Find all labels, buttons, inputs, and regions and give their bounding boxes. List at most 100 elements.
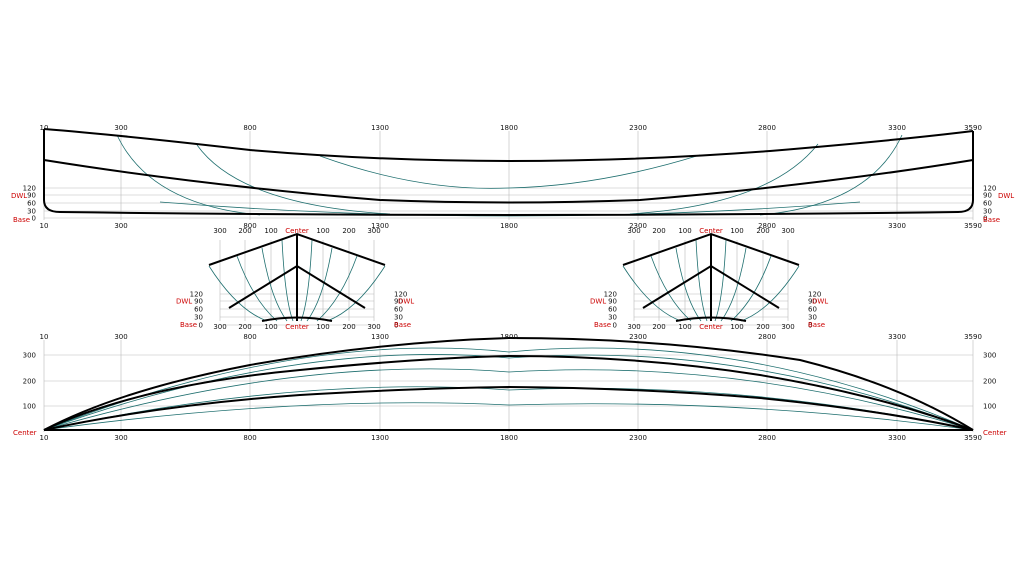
- body-plan-right-top-offset-label: 100: [678, 227, 691, 235]
- plan-bottom-x-label: 1300: [371, 434, 389, 442]
- body-plan-right-right-level-label: 90: [808, 298, 817, 306]
- profile-bottom-x-label: 3300: [888, 222, 906, 230]
- body-plan-left-bottom-offset-label: 200: [342, 323, 355, 331]
- plan-keel-line: [43, 385, 974, 431]
- profile-left-level-label: 0: [32, 215, 36, 223]
- profile-left-level-label: 60: [27, 200, 36, 208]
- profile-top-x-label: 3590: [964, 124, 982, 132]
- body-plan-right-section-curve-2: [720, 247, 747, 322]
- body-plan-left-left-level-label: 120: [190, 291, 203, 299]
- body-plan-right-bottom-offset-label: 100: [730, 323, 743, 331]
- body-plan-right-section-curve-0: [740, 265, 800, 322]
- plan-bottom-x-label: 2300: [629, 434, 647, 442]
- profile-section-curve-4: [759, 134, 903, 216]
- plan-left-y-label: 100: [23, 403, 36, 411]
- profile-top-x-label: 2800: [758, 124, 776, 132]
- body-plan-left-section-curve-3: [300, 239, 313, 322]
- body-plan-right-right-level-label: 30: [808, 314, 817, 322]
- profile-right-level-label: 90: [983, 192, 992, 200]
- plan-bottom-x-label: 800: [243, 434, 256, 442]
- plan-left-y-label: 200: [23, 378, 36, 386]
- body-plan-right-keel-curve: [675, 316, 747, 322]
- profile-top-x-label: 1800: [500, 124, 518, 132]
- body-plan-right-left-dwl-label: DWL: [590, 298, 606, 306]
- profile-bottom-x-label: 2300: [629, 222, 647, 230]
- body-plan-right-top-offset-label: 200: [756, 227, 769, 235]
- plan-top-x-label: 300: [114, 333, 127, 341]
- body-plan-left-top-offset-label: 100: [264, 227, 277, 235]
- body-plan-right-left-level-label: 0: [613, 322, 617, 330]
- plan-bottom-x-label: 3590: [964, 434, 982, 442]
- body-plan-right-left-level-label: 90: [608, 298, 617, 306]
- profile-bottom-x-label: 3590: [964, 222, 982, 230]
- profile-sheer-line: [43, 128, 974, 163]
- plan-waterline-0: [43, 347, 974, 431]
- plan-left-y-label: 300: [23, 352, 36, 360]
- body-plan-left-top-offset-label: 200: [238, 227, 251, 235]
- plan-bottom-x-label: 3300: [888, 434, 906, 442]
- body-plan-right-top-offset-label: 300: [781, 227, 794, 235]
- body-plan-right-section-curve-2: [675, 247, 702, 322]
- profile-bottom-x-label: 2800: [758, 222, 776, 230]
- plan-waterline-4: [43, 402, 974, 431]
- body-plan-left-keel-curve: [261, 316, 333, 322]
- body-plan-right-top-offset-label: 300: [627, 227, 640, 235]
- profile-left-level-label: 120: [23, 185, 36, 193]
- body-plan-right-bottom-offset-label: 200: [652, 323, 665, 331]
- plan-chine-line: [43, 354, 974, 431]
- profile-bottom-x-label: 300: [114, 222, 127, 230]
- body-plan-right-bottom-offset-label: Center: [699, 323, 723, 331]
- body-plan-left-left-level-label: 60: [194, 306, 203, 314]
- body-plan-left-bottom-offset-label: 100: [264, 323, 277, 331]
- profile-right-base-label: Base: [983, 216, 1000, 224]
- body-plan-right-bottom-offset-label: 100: [678, 323, 691, 331]
- body-plan-left-bottom-offset-label: 100: [316, 323, 329, 331]
- profile-bottom-x-label: 10: [40, 222, 49, 230]
- profile-top-x-label: 800: [243, 124, 256, 132]
- profile-left-level-label: 90: [27, 192, 36, 200]
- body-plan-left-bottom-offset-label: 200: [238, 323, 251, 331]
- body-plan-left-top-offset-label: Center: [285, 227, 309, 235]
- body-plan-right-section-curve-3: [714, 239, 727, 322]
- profile-right-level-label: 60: [983, 200, 992, 208]
- body-plan-left-section-curve-3: [281, 239, 294, 322]
- plan-top-x-label: 3300: [888, 333, 906, 341]
- body-plan-right-left-base-label: Base: [594, 321, 611, 329]
- body-plan-right-right-dwl-label: DWL: [812, 298, 828, 306]
- body-plan-right-right-level-label: 0: [808, 322, 812, 330]
- plan-bottom-x-label: 10: [40, 434, 49, 442]
- profile-section-curve-3: [629, 143, 819, 215]
- profile-left-level-label: 30: [27, 208, 36, 216]
- profile-top-x-label: 1300: [371, 124, 389, 132]
- profile-bottom-x-label: 1800: [500, 222, 518, 230]
- body-plan-right-left-level-label: 30: [608, 314, 617, 322]
- plan-top-x-label: 2800: [758, 333, 776, 341]
- profile-left-dwl-label: DWL: [11, 192, 27, 200]
- body-plan-left-right-level-label: 30: [394, 314, 403, 322]
- profile-top-x-label: 300: [114, 124, 127, 132]
- body-plan-right-section-curve-3: [695, 239, 708, 322]
- plan-waterline-1: [43, 354, 974, 431]
- plan-right-y-label: 300: [983, 352, 996, 360]
- plan-right-center-label: Center: [983, 429, 1007, 437]
- plan-bottom-x-label: 300: [114, 434, 127, 442]
- body-plan-left-right-level-label: 120: [394, 291, 407, 299]
- plan-top-x-label: 1300: [371, 333, 389, 341]
- plan-top-x-label: 2300: [629, 333, 647, 341]
- body-plan-left-left-level-label: 30: [194, 314, 203, 322]
- body-plan-left-bottom-offset-label: Center: [285, 323, 309, 331]
- body-plan-left-left-level-label: 90: [194, 298, 203, 306]
- body-plan-left-section-curve-0: [208, 265, 268, 322]
- body-plan-left-left-dwl-label: DWL: [176, 298, 192, 306]
- body-plan-left-section-curve-1: [316, 255, 358, 322]
- profile-top-x-label: 10: [40, 124, 49, 132]
- body-plan-right-left-level-label: 60: [608, 306, 617, 314]
- body-plan-left-top-offset-label: 100: [316, 227, 329, 235]
- profile-right-dwl-label: DWL: [998, 192, 1014, 200]
- plan-right-y-label: 200: [983, 378, 996, 386]
- profile-right-level-label: 30: [983, 208, 992, 216]
- body-plan-right-top-offset-label: 100: [730, 227, 743, 235]
- plan-top-x-label: 1800: [500, 333, 518, 341]
